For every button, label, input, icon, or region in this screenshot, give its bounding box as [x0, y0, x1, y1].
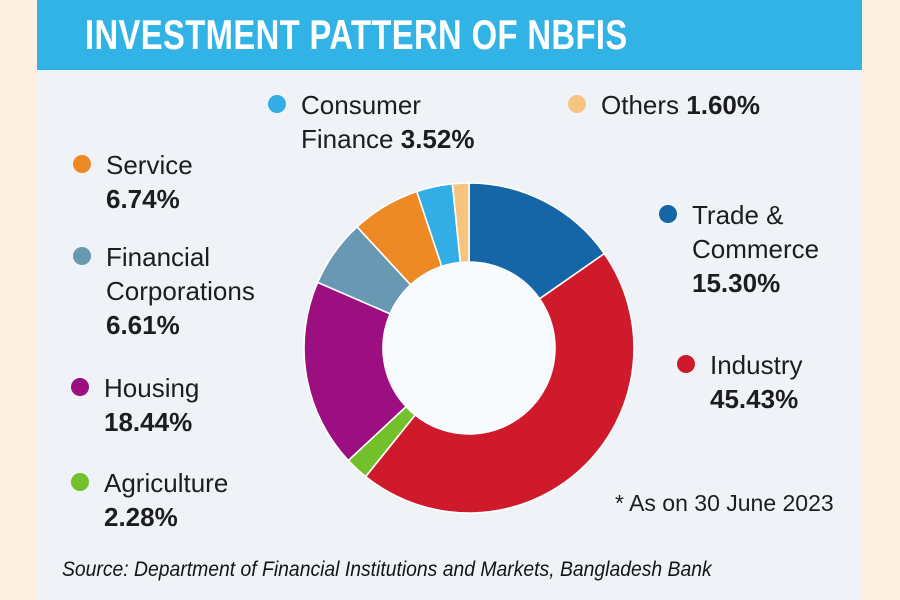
legend-text: Service 6.74% [106, 148, 236, 216]
legend-value: 18.44% [104, 407, 193, 437]
donut-slice-others [451, 182, 470, 264]
housing-dot-icon [71, 378, 89, 396]
legend-label: Trade & Commerce [692, 200, 820, 264]
legend-value: 3.52% [400, 124, 475, 154]
legend-value: 15.30% [692, 268, 781, 298]
legend-value: 6.61% [106, 310, 180, 340]
legend-label: Agriculture [104, 468, 229, 498]
legend-text: Agriculture 2.28% [104, 466, 274, 534]
donut-chart-container [299, 178, 639, 518]
legend-value: 45.43% [710, 384, 799, 414]
legend-text: Others 1.60% [601, 88, 761, 122]
legend-label: Industry [710, 350, 803, 380]
legend-text: Housing 18.44% [104, 371, 254, 439]
consumer-finance-dot-icon [268, 95, 286, 113]
donut-chart [303, 182, 635, 514]
legend-text: Trade & Commerce 15.30% [692, 198, 857, 300]
legend-text: Industry 45.43% [710, 348, 845, 416]
industry-dot-icon [677, 355, 695, 373]
financial-corporations-dot-icon [73, 247, 91, 265]
legend-item-service: Service 6.74% [73, 148, 236, 216]
agriculture-dot-icon [71, 473, 89, 491]
donut-slice-industry [364, 252, 635, 514]
legend-label: Consumer Finance [301, 90, 421, 154]
legend-label: Service [106, 150, 193, 180]
legend-item-industry: Industry 45.43% [677, 348, 845, 416]
legend-item-others: Others 1.60% [568, 88, 761, 122]
legend-item-trade-commerce: Trade & Commerce 15.30% [659, 198, 857, 300]
legend-label: Housing [104, 373, 200, 403]
page-title: INVESTMENT PATTERN OF NBFIS [85, 11, 628, 58]
legend-text: Consumer Finance 3.52% [301, 88, 511, 156]
legend-label: Financial Corporations [106, 242, 255, 306]
donut-slice-housing [303, 281, 408, 462]
legend-item-financial-corporations: Financial Corporations 6.61% [73, 240, 301, 342]
legend-text: Financial Corporations 6.61% [106, 240, 301, 342]
legend-item-housing: Housing 18.44% [71, 371, 254, 439]
source-text: Source: Department of Financial Institut… [62, 557, 712, 581]
legend-value: 6.74% [106, 184, 180, 214]
legend-item-agriculture: Agriculture 2.28% [71, 466, 274, 534]
legend-value: 2.28% [104, 502, 178, 532]
trade-commerce-dot-icon [659, 205, 677, 223]
others-dot-icon [568, 95, 586, 113]
legend-label: Others [601, 90, 680, 120]
legend-item-consumer-finance: Consumer Finance 3.52% [268, 88, 511, 156]
donut-hole [381, 260, 557, 436]
as-on-date-note: * As on 30 June 2023 [615, 490, 834, 516]
title-banner: INVESTMENT PATTERN OF NBFIS [37, 0, 862, 70]
service-dot-icon [73, 155, 91, 173]
legend-value: 1.60% [686, 90, 760, 120]
